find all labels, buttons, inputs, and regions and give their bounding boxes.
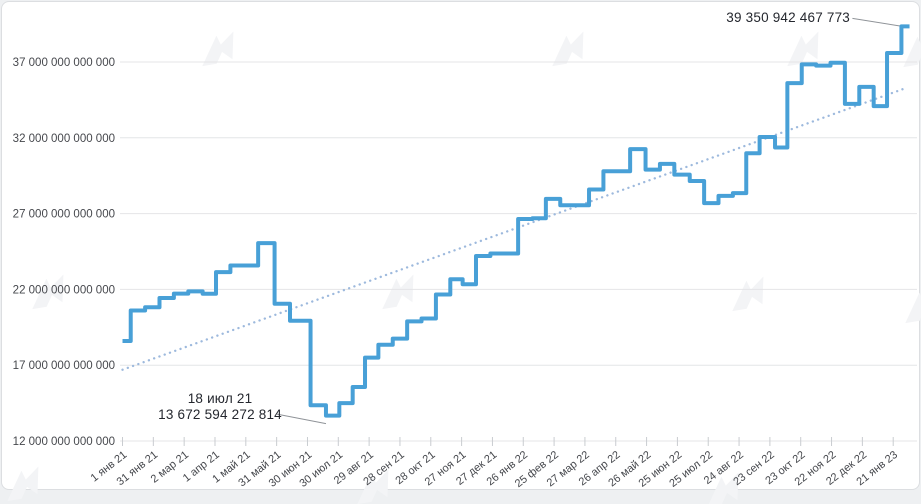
forklog-logo-watermark xyxy=(382,274,414,310)
forklog-logo-watermark xyxy=(32,274,64,310)
chart-card xyxy=(1,1,920,490)
annotation-latest-value-text: 39 350 942 467 773 xyxy=(726,10,850,25)
y-tick-label: 22 000 000 000 000 xyxy=(13,284,115,296)
annotation-leader-line xyxy=(276,413,327,425)
forklog-logo-watermark xyxy=(357,469,389,504)
difficulty-step-line xyxy=(122,24,910,418)
annotation-dip-value: 13 672 594 272 814 xyxy=(158,406,282,422)
annotation-dip: 18 июл 21 13 672 594 272 814 xyxy=(130,391,310,422)
y-tick-label: 32 000 000 000 000 xyxy=(13,133,115,145)
forklog-logo-watermark xyxy=(552,31,584,67)
y-tick-label: 12 000 000 000 000 xyxy=(13,436,115,448)
annotation-leader-line xyxy=(852,17,903,27)
forklog-logo-watermark xyxy=(732,276,764,312)
forklog-logo-watermark xyxy=(787,31,819,67)
y-tick-label: 37 000 000 000 000 xyxy=(13,57,115,69)
y-tick-label: 17 000 000 000 000 xyxy=(13,360,115,372)
annotation-dip-date: 18 июл 21 xyxy=(187,391,253,406)
forklog-logo-watermark xyxy=(202,31,234,67)
forklog-logo-watermark xyxy=(707,472,739,504)
y-tick-label: 27 000 000 000 000 xyxy=(13,209,115,221)
forklog-logo-watermark xyxy=(903,32,921,68)
forklog-logo-watermark xyxy=(905,288,921,324)
trend-line xyxy=(121,86,908,371)
forklog-logo-watermark xyxy=(7,466,39,502)
annotation-latest-value: 39 350 942 467 773 xyxy=(726,10,850,26)
